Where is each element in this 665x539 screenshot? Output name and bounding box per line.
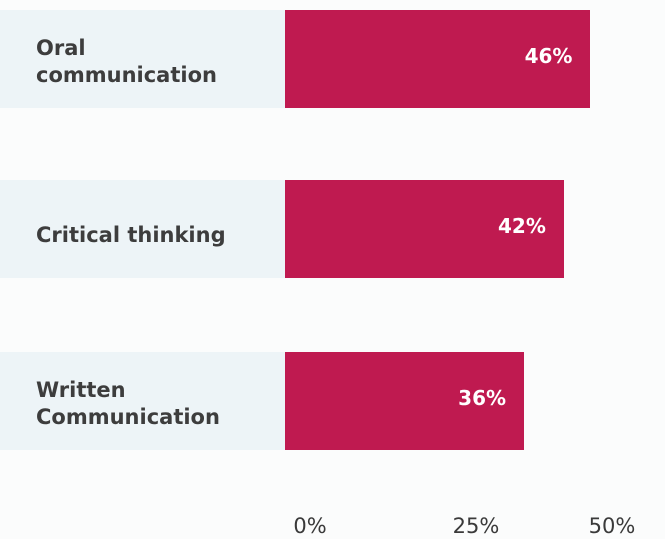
x-tick-label: 25% xyxy=(452,514,500,538)
category-band xyxy=(0,352,285,450)
x-tick-label: 50% xyxy=(588,514,636,538)
x-tick-label: 0% xyxy=(293,514,327,538)
bar xyxy=(285,180,564,278)
bar xyxy=(285,352,525,450)
bar-value-label: 42% xyxy=(498,214,546,238)
category-label: Critical thinking xyxy=(36,222,226,247)
bar-value-label: 36% xyxy=(458,386,507,410)
category-label: Written Communication xyxy=(36,378,220,429)
category-band xyxy=(0,10,285,108)
category-label: Oral communication xyxy=(36,36,217,87)
category-band xyxy=(0,180,285,278)
bar xyxy=(285,10,591,108)
bar-value-label: 46% xyxy=(524,44,573,68)
